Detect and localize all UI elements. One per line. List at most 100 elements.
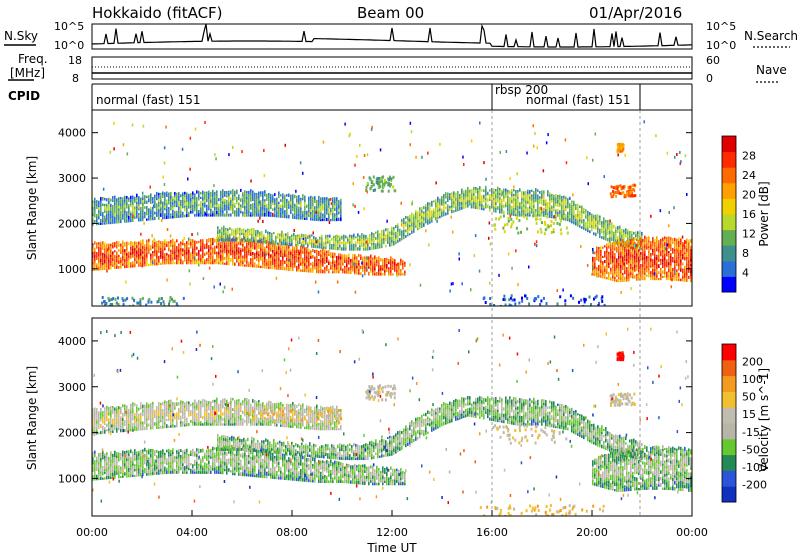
velocity-colorbar-swatch-5 [722, 407, 736, 424]
velocity-colorbar-swatch-8 [722, 359, 736, 377]
power-colorbar-swatch-6 [722, 182, 736, 199]
power-blob-4 [482, 294, 606, 306]
velocity-colorbar-swatch-7 [722, 375, 736, 392]
power-panel: 1000 2000 3000 4000 Slant Range [km] 4 8 12 16… [25, 109, 771, 307]
freq-label-line2: [MHz] [10, 66, 45, 80]
power-colorbar-tick-4: 20 [742, 189, 756, 202]
power-band-2 [92, 188, 342, 226]
power-colorbar: 4 8 12 16 20 24 28 [721, 135, 756, 293]
power-colorbar-tick-1: 8 [742, 247, 749, 260]
power-colorbar-swatch-1 [722, 260, 736, 277]
velocity-ytick-label-1: 2000 [58, 427, 86, 440]
velocity-colorbar-tick-4: 15 [742, 408, 756, 421]
power-colorbar-frame [721, 135, 737, 293]
cpid-segment-2: rbsp 200 [495, 83, 548, 97]
nsky-panel: N.Sky 10^5 10^0 10^5 10^0 N.Search [4, 20, 798, 52]
x-tick-label-5: 20:00 [576, 526, 608, 539]
velocity-colorbar-tick-7: 200 [742, 356, 763, 369]
station-title: Hokkaido (fitACF) [92, 4, 223, 22]
velocity-colorbar-swatch-2 [722, 454, 736, 471]
power-y-ticks: 1000 2000 3000 4000 [58, 127, 692, 276]
power-colorbar-swatch-4 [722, 214, 736, 231]
nsearch-label: N.Search [744, 29, 798, 43]
freq-tick-top: 18 [68, 54, 82, 67]
power-ytick-label-1: 2000 [58, 217, 86, 230]
power-colorbar-tick-5: 24 [742, 169, 756, 182]
velocity-panel: 1000 2000 3000 4000 Slant Range [km] -200 -1… [25, 317, 771, 517]
freq-panel: Freq. [MHz] 18 8 60 0 Nave [8, 52, 787, 85]
x-tick-label-1: 04:00 [176, 526, 208, 539]
velocity-band-2 [92, 397, 342, 435]
nsky-label: N.Sky [4, 29, 38, 43]
power-heatmap-data [92, 120, 692, 306]
x-axis: 00:00 04:00 08:00 12:00 16:00 20:00 00:00 [76, 510, 708, 539]
velocity-colorbar-swatch-6 [722, 391, 736, 408]
velocity-ytick-label-0: 1000 [58, 472, 86, 485]
x-axis-label: Time UT [366, 541, 417, 554]
velocity-colorbar-swatch-1 [722, 470, 736, 487]
velocity-y-ticks: 1000 2000 3000 4000 [58, 335, 692, 485]
velocity-band-3 [592, 445, 692, 493]
nsky-tick-top: 10^5 [54, 20, 84, 33]
velocity-blob-5 [247, 407, 343, 425]
power-ylabel: Slant Range [km] [25, 156, 39, 260]
power-colorbar-tick-3: 16 [742, 208, 756, 221]
beam-title: Beam 00 [357, 4, 424, 22]
velocity-blob-1 [616, 351, 625, 362]
cpid-row: CPID normal (fast) 151 rbsp 200 normal (… [8, 83, 693, 110]
power-colorbar-swatch-7 [722, 167, 736, 184]
velocity-band-0 [92, 446, 406, 486]
nsky-frame [91, 23, 693, 50]
power-colorbar-tick-6: 28 [742, 150, 756, 163]
velocity-colorbar: -200 -100 -50 -15 15 50 100 200 [721, 343, 767, 503]
velocity-heatmap-data [92, 327, 692, 516]
x-tick-label-2: 08:00 [276, 526, 308, 539]
power-scatter [102, 120, 692, 294]
power-ytick-label-0: 1000 [58, 263, 86, 276]
x-tick-label-3: 12:00 [376, 526, 408, 539]
velocity-blob-0 [609, 392, 636, 407]
velocity-blob-2 [365, 384, 397, 402]
power-colorbar-label: Power [dB] [757, 181, 771, 246]
velocity-scatter [92, 327, 692, 505]
power-band-0 [92, 236, 406, 276]
power-colorbar-swatch-0 [722, 276, 736, 293]
power-colorbar-swatch-9 [722, 136, 736, 153]
nsky-trace [91, 23, 693, 48]
nsearch-tick-bottom: 10^0 [706, 39, 736, 52]
cpid-segment-1: normal (fast) 151 [96, 93, 200, 107]
date-title: 01/Apr/2016 [589, 4, 682, 22]
nave-tick-bottom: 0 [706, 72, 713, 85]
velocity-colorbar-label: Velocity [m s^-1] [757, 368, 771, 472]
power-colorbar-swatch-2 [722, 245, 736, 262]
x-tick-label-0: 00:00 [76, 526, 108, 539]
velocity-ytick-label-3: 4000 [58, 335, 86, 348]
velocity-band-1 [217, 396, 643, 461]
freq-frame [91, 56, 693, 80]
velocity-colorbar-tick-0: -200 [742, 478, 767, 491]
velocity-colorbar-swatch-9 [722, 344, 736, 361]
power-blob-1 [616, 142, 625, 153]
velocity-ylabel: Slant Range [km] [25, 366, 39, 470]
velocity-colorbar-tick-2: -50 [742, 443, 760, 456]
power-colorbar-tick-2: 12 [742, 228, 756, 241]
power-colorbar-swatch-8 [722, 151, 736, 168]
power-blob-2 [365, 175, 397, 193]
power-blob-3 [493, 214, 569, 236]
velocity-colorbar-swatch-0 [722, 486, 736, 503]
power-colorbar-swatch-3 [722, 229, 736, 246]
velocity-colorbar-tick-1: -100 [742, 461, 767, 474]
power-band-1 [217, 185, 643, 251]
freq-tick-bottom: 8 [72, 72, 79, 85]
power-colorbar-swatch-5 [722, 198, 736, 215]
power-colorbar-tick-0: 4 [742, 267, 749, 280]
nsky-tick-bottom: 10^0 [54, 39, 84, 52]
nave-label: Nave [756, 63, 787, 77]
nsearch-tick-top: 10^5 [706, 20, 736, 33]
cpid-segment-3: normal (fast) 151 [526, 93, 630, 107]
velocity-ytick-label-2: 3000 [58, 381, 86, 394]
power-ytick-label-2: 3000 [58, 172, 86, 185]
velocity-blob-3 [492, 424, 568, 445]
velocity-colorbar-frame [721, 343, 737, 503]
